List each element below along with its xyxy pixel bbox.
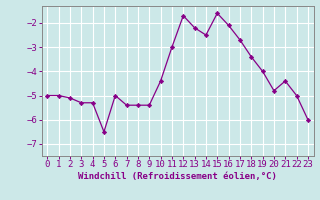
X-axis label: Windchill (Refroidissement éolien,°C): Windchill (Refroidissement éolien,°C) [78,172,277,181]
